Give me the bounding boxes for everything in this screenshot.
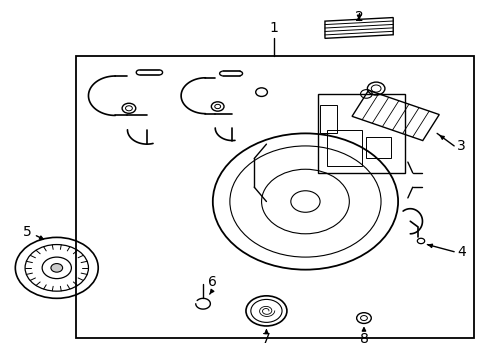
Bar (76, 56, 473, 338)
Bar (317, 94, 405, 173)
Bar (327, 130, 361, 166)
Text: 3: 3 (456, 139, 465, 153)
Circle shape (51, 264, 62, 272)
Text: 8: 8 (359, 332, 367, 346)
Text: 7: 7 (262, 332, 270, 346)
Bar (320, 105, 336, 134)
Text: 4: 4 (456, 245, 465, 259)
Text: 1: 1 (269, 21, 278, 35)
Bar (366, 137, 390, 158)
Text: 6: 6 (208, 275, 217, 289)
Text: 5: 5 (23, 225, 32, 239)
Text: 2: 2 (354, 10, 363, 24)
